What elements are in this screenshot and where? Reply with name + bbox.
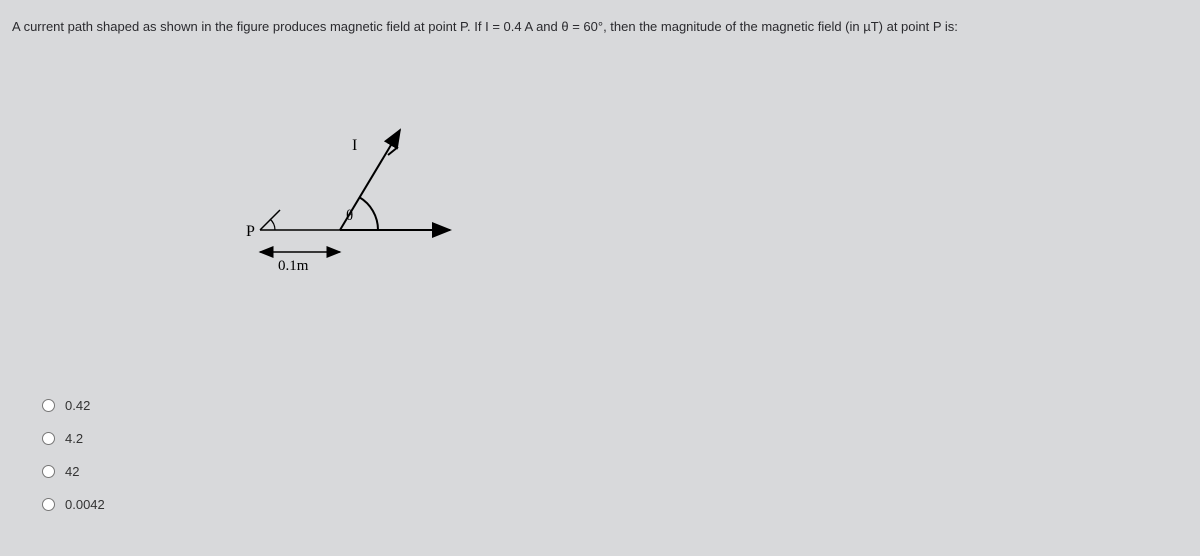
option-label-0: 0.42 [65,398,90,413]
figure-diagram: P I θ 0.1m [240,120,500,300]
option-label-2: 42 [65,464,79,479]
options-group: 0.42 4.2 42 0.0042 [42,398,105,530]
label-distance: 0.1m [278,258,309,274]
option-radio-1[interactable] [42,432,55,445]
option-radio-0[interactable] [42,399,55,412]
option-0[interactable]: 0.42 [42,398,105,413]
label-I: I [352,137,357,154]
option-label-1: 4.2 [65,431,83,446]
option-radio-2[interactable] [42,465,55,478]
label-theta: θ [346,208,353,224]
option-2[interactable]: 42 [42,464,105,479]
option-radio-3[interactable] [42,498,55,511]
label-P: P [246,223,255,240]
option-3[interactable]: 0.0042 [42,497,105,512]
question-text: A current path shaped as shown in the fi… [12,18,1188,36]
option-1[interactable]: 4.2 [42,431,105,446]
option-label-3: 0.0042 [65,497,105,512]
